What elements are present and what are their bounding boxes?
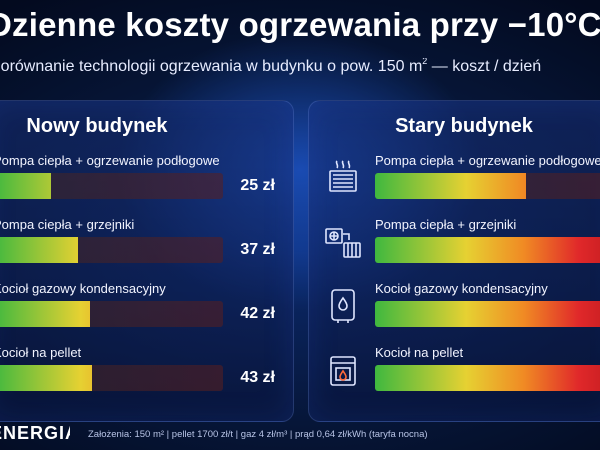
bar-track (0, 173, 223, 199)
chart-subtitle: Porównanie technologii ogrzewania w budy… (0, 58, 542, 75)
bar (0, 365, 92, 391)
gas-boiler-icon (323, 285, 363, 325)
bar-track (0, 301, 223, 327)
bar-track (375, 173, 600, 199)
bar-track (375, 237, 600, 263)
bar-track (375, 301, 600, 327)
bar (375, 301, 600, 327)
bar-label: Pompa ciepła + ogrzewanie podłogowe (0, 153, 220, 168)
bar (375, 365, 600, 391)
bar-label: Pompa ciepła + grzejniki (375, 217, 517, 232)
bar-label: Kocioł na pellet (375, 345, 464, 360)
bar (0, 173, 51, 199)
bar-track (0, 365, 223, 391)
bar-label: Pompa ciepła + ogrzewanie podłogowe (375, 153, 600, 168)
bar-label: Kocioł gazowy kondensacyjny (375, 281, 548, 296)
new-building-title: Nowy budynek (26, 115, 168, 137)
bar (375, 237, 600, 263)
bar-track (0, 237, 223, 263)
assumptions-footnote: Założenia: 150 m² | pellet 1700 zł/t | g… (88, 429, 428, 440)
bar-value-label: 43 zł (240, 369, 275, 386)
bar-label: Kocioł na pellet (0, 345, 82, 360)
underfloor-heating-icon (323, 157, 363, 197)
bar-value-label: 37 zł (240, 241, 275, 258)
bar (375, 173, 527, 199)
bar-value-label: 42 zł (240, 305, 275, 322)
heat-pump-radiator-icon (323, 221, 363, 261)
old-building-panel: Stary budynek Pompa ciepła + ogrzewanie … (308, 100, 600, 422)
bar-label: Kocioł gazowy kondensacyjny (0, 281, 166, 296)
bar-track (375, 365, 600, 391)
chart-title: Dzienne koszty ogrzewania przy −10°C (0, 6, 600, 43)
bar-value-label: 25 zł (240, 177, 275, 194)
bar (0, 301, 90, 327)
new-building-panel: Nowy budynek Pompa ciepła + ogrzewanie p… (0, 100, 294, 422)
bar (0, 237, 79, 263)
brand-logo: ENERGIA (0, 423, 70, 443)
old-building-title: Stary budynek (395, 115, 533, 137)
pellet-boiler-icon (323, 349, 363, 389)
bar-label: Pompa ciepła + grzejniki (0, 217, 135, 232)
